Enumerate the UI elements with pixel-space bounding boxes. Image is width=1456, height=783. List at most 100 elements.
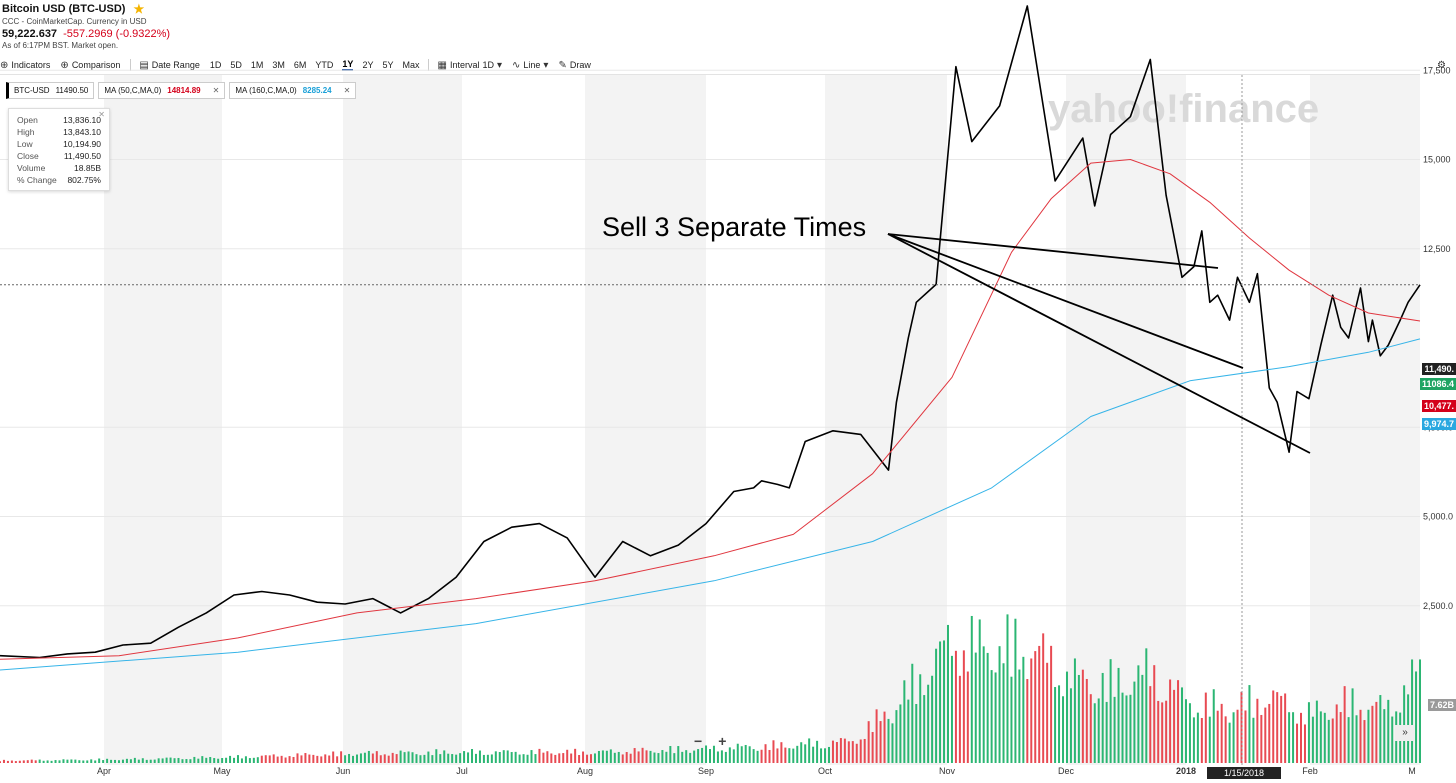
volume-bar — [919, 674, 922, 763]
volume-bar — [443, 750, 446, 763]
volume-bar — [784, 747, 787, 763]
volume-bar — [732, 749, 735, 763]
toolbar-divider-line — [0, 74, 1420, 75]
volume-bar — [776, 748, 779, 763]
x-tick-label: Sep — [698, 766, 714, 776]
zoom-in-button[interactable]: + — [718, 733, 727, 749]
volume-bar — [645, 750, 648, 763]
close-icon[interactable]: ✕ — [98, 110, 105, 119]
volume-bar — [177, 757, 180, 763]
volume-bar — [129, 759, 132, 763]
expand-icon[interactable]: » — [1395, 725, 1415, 741]
zoom-out-button[interactable]: − — [694, 733, 703, 749]
comparison-button[interactable]: ⊕ Comparison — [60, 60, 120, 71]
ohlc-value: 802.75% — [67, 175, 101, 185]
volume-bar — [221, 758, 224, 763]
volume-bar — [1256, 698, 1259, 763]
volume-bar — [197, 758, 200, 763]
volume-bar — [939, 641, 942, 763]
volume-bar — [1030, 658, 1033, 763]
volume-bar — [399, 750, 402, 763]
volume-bar — [490, 754, 493, 763]
volume-bar — [355, 754, 358, 763]
volume-bar — [1307, 702, 1310, 763]
volume-bar — [712, 745, 715, 763]
volume-bar — [114, 759, 117, 763]
volume-bar — [1054, 687, 1057, 763]
ohlc-row: Volume 18.85B — [17, 162, 101, 174]
volume-bar — [117, 760, 120, 763]
volume-bar — [494, 751, 497, 763]
volume-bar — [1347, 717, 1350, 763]
volume-bar — [1379, 695, 1382, 763]
volume-bar — [816, 740, 819, 763]
close-icon[interactable]: ✕ — [212, 86, 220, 95]
volume-bar — [1300, 712, 1303, 763]
settings-button[interactable]: ⚙ — [1437, 60, 1446, 71]
volume-bar — [593, 753, 596, 763]
volume-bar — [796, 745, 799, 763]
ma160-chip[interactable]: MA (160,C,MA,0) 8285.24 ✕ — [229, 82, 357, 99]
range-5y[interactable]: 5Y — [382, 60, 394, 70]
ma50-chip[interactable]: MA (50,C,MA,0) 14814.89 ✕ — [98, 82, 226, 99]
volume-bar — [427, 751, 430, 763]
volume-bar — [18, 760, 21, 763]
volume-bar — [1046, 662, 1049, 763]
volume-bar — [1014, 618, 1017, 763]
range-3m[interactable]: 3M — [272, 60, 285, 70]
star-icon[interactable]: ★ — [133, 2, 145, 16]
volume-bar — [582, 751, 585, 763]
volume-bar — [1323, 712, 1326, 763]
volume-bar — [229, 755, 232, 763]
volume-bar — [875, 709, 878, 763]
volume-bar — [526, 754, 529, 763]
volume-bar — [827, 746, 830, 763]
ohlc-label: Open — [17, 115, 38, 125]
volume-bar — [467, 752, 470, 763]
volume-bar — [387, 755, 390, 763]
volume-bar — [629, 753, 632, 763]
range-2y[interactable]: 2Y — [362, 60, 374, 70]
volume-bar — [855, 743, 858, 763]
range-ytd[interactable]: YTD — [315, 60, 334, 70]
volume-bar — [1200, 717, 1203, 763]
volume-bar — [665, 751, 668, 763]
volume-bar — [990, 670, 993, 763]
draw-button[interactable]: ✎ Draw — [558, 60, 590, 71]
volume-bar — [439, 754, 442, 763]
volume-bar — [927, 684, 930, 763]
ohlc-value: 18.85B — [74, 163, 101, 173]
symbol-chip[interactable]: BTC-USD 11490.50 — [6, 82, 95, 99]
volume-bar — [141, 758, 144, 763]
plus-circle-icon: ⊕ — [0, 59, 9, 71]
range-max[interactable]: Max — [402, 60, 420, 70]
volume-bar — [1109, 659, 1112, 763]
volume-bar — [280, 755, 283, 763]
volume-bar — [601, 750, 604, 763]
volume-bar — [1272, 690, 1275, 763]
volume-bar — [1073, 658, 1076, 763]
quote-title: Bitcoin USD (BTC-USD) — [2, 3, 126, 15]
range-1m[interactable]: 1M — [250, 60, 264, 70]
x-tick-label: M — [1408, 766, 1416, 776]
chart-type-button[interactable]: ∿ Line ▾ — [512, 60, 548, 71]
volume-bar — [641, 747, 644, 763]
date-range-button[interactable]: ▤ Date Range — [139, 60, 200, 71]
range-6m[interactable]: 6M — [293, 60, 307, 70]
month-band — [343, 75, 462, 765]
volume-bar — [26, 760, 29, 763]
volume-bar — [859, 739, 862, 763]
volume-bar — [205, 757, 208, 763]
interval-button[interactable]: ▦ Interval 1D ▾ — [437, 60, 502, 71]
volume-bar — [1101, 672, 1104, 763]
volume-bar — [1264, 707, 1267, 763]
volume-bar — [1141, 674, 1144, 763]
range-5d[interactable]: 5D — [230, 60, 242, 70]
close-icon[interactable]: ✕ — [343, 86, 351, 95]
indicators-button[interactable]: ⊕ Indicators — [0, 60, 50, 71]
volume-bar — [518, 754, 521, 763]
range-1d[interactable]: 1D — [209, 60, 222, 70]
volume-bar — [1097, 698, 1100, 763]
volume-bar — [153, 759, 156, 763]
